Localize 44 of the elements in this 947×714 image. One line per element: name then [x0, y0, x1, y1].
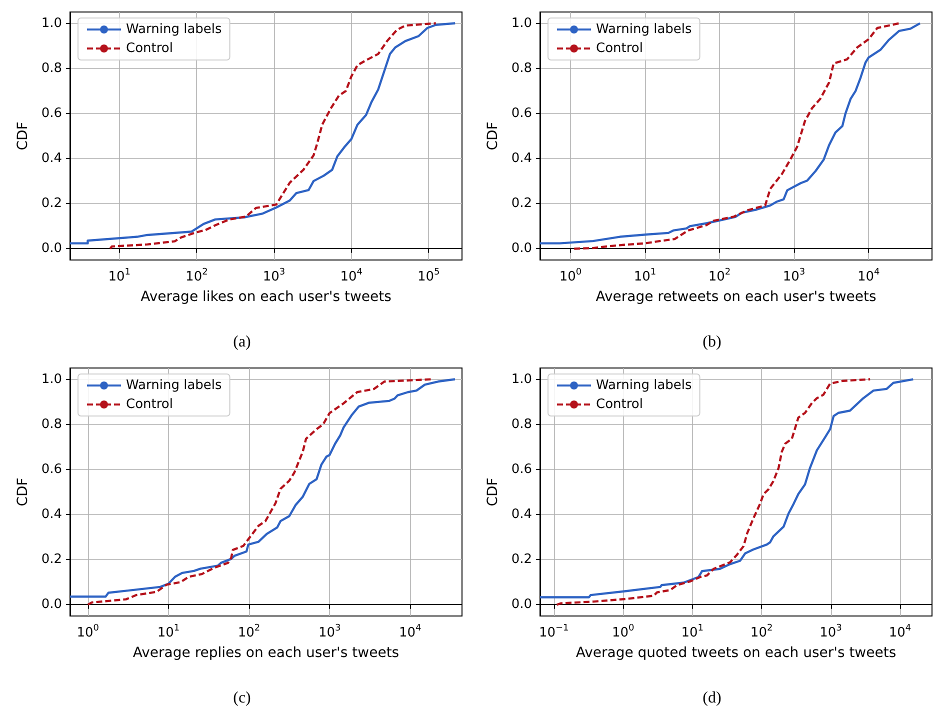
y-tick-label: 0.4 [41, 507, 62, 522]
y-tick-label: 0.8 [41, 60, 62, 76]
y-tick-label: 0.6 [511, 462, 532, 477]
legend-label: Control [596, 397, 643, 412]
x-axis-title: Average quoted tweets on each user's tweets [576, 645, 896, 661]
y-tick-label: 0.2 [511, 196, 532, 212]
x-axis-title: Average replies on each user's tweets [132, 645, 400, 661]
y-tick-label: 0.8 [511, 60, 532, 76]
y-tick-label: 0.0 [41, 241, 62, 256]
legend-label: Warning labels [596, 378, 692, 393]
y-tick-label: 1.0 [511, 16, 532, 31]
y-tick-label: 0.6 [511, 106, 532, 121]
y-tick-label: 1.0 [511, 372, 532, 387]
y-tick-label: 0.0 [511, 597, 532, 612]
text: (c) [233, 690, 251, 706]
text: (a) [233, 334, 251, 350]
y-tick-label: 0.8 [511, 416, 532, 432]
y-tick-label: 0.2 [511, 552, 532, 568]
y-tick-label: 0.4 [511, 151, 532, 166]
y-tick-label: 0.6 [41, 106, 62, 121]
legend-label: Warning labels [596, 22, 692, 37]
x-axis-title: Average likes on each user's tweets [140, 289, 392, 305]
y-tick-label: 0.4 [41, 151, 62, 166]
y-tick-label: 0.2 [41, 552, 62, 568]
y-tick-label: 0.4 [511, 507, 532, 522]
y-axis-title: CDF [15, 478, 31, 506]
y-tick-label: 0.2 [41, 196, 62, 212]
x-axis-title: Average retweets on each user's tweets [596, 289, 876, 305]
legend-label: Control [596, 41, 643, 56]
text: (d) [702, 690, 722, 706]
legend-label: Warning labels [126, 378, 222, 393]
y-tick-label: 0.8 [41, 416, 62, 432]
y-tick-label: 1.0 [41, 372, 62, 387]
legend-label: Warning labels [126, 22, 222, 37]
y-tick-label: 0.0 [511, 241, 532, 256]
y-axis-title: CDF [15, 122, 31, 150]
legend-label: Control [126, 41, 173, 56]
legend-label: Control [126, 397, 173, 412]
y-axis-title: CDF [485, 122, 501, 150]
text: (b) [702, 334, 722, 350]
y-tick-label: 0.0 [41, 597, 62, 612]
y-axis-title: CDF [485, 478, 501, 506]
y-tick-label: 1.0 [41, 16, 62, 31]
y-tick-label: 0.6 [41, 462, 62, 477]
